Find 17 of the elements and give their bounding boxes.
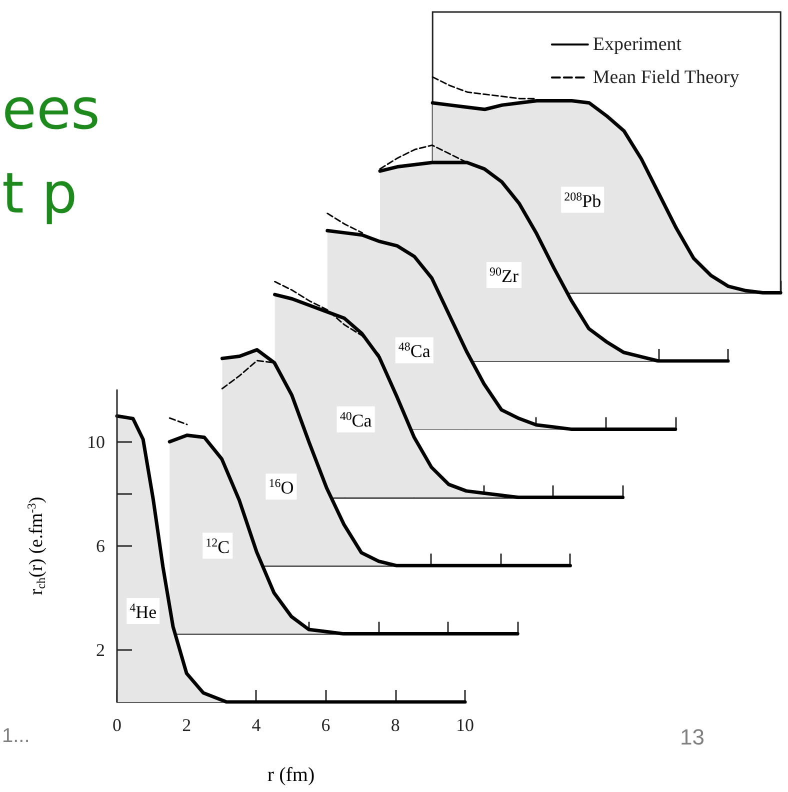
y-tick-label: 2 — [96, 640, 105, 660]
x-tick-label: 0 — [112, 715, 122, 735]
y-axis-title: rch(r) (e.fm-3) — [24, 496, 48, 596]
text: 13 — [680, 724, 704, 750]
legend-label: Mean Field Theory — [592, 67, 740, 88]
legend-label: Experiment — [592, 34, 682, 55]
text: t p — [2, 162, 78, 226]
text: ees — [2, 78, 100, 142]
x-tick-label: 4 — [252, 715, 261, 735]
x-tick-label: 2 — [182, 715, 192, 735]
x-tick-label: 8 — [390, 715, 400, 735]
x-tick-label: 10 — [456, 715, 474, 735]
x-axis-title: r (fm) — [267, 764, 315, 786]
x-tick-label: 6 — [321, 715, 330, 735]
text: 1... — [2, 725, 30, 747]
y-tick-label: 10 — [87, 432, 105, 452]
y-tick-label: 6 — [96, 536, 105, 556]
